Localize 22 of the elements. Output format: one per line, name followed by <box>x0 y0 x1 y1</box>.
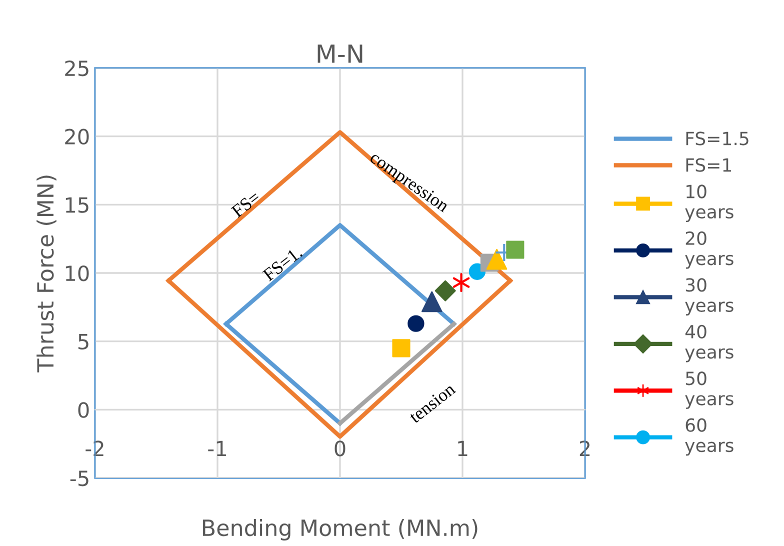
y-tick-label: 25 <box>65 60 88 76</box>
x-tick-label: -1 <box>208 440 226 456</box>
legend-label: FS=1 <box>686 158 732 172</box>
y-tick-label: 5 <box>78 334 88 350</box>
x-axis-title: Bending Moment (MN.m) <box>203 519 478 541</box>
legend-label: 40 years <box>685 324 734 362</box>
chart-title: M-N <box>318 44 362 63</box>
annotation: FS= <box>230 190 261 218</box>
y-tick-label: -5 <box>70 470 88 486</box>
y-tick-label: 10 <box>66 265 89 282</box>
legend-label: 20 years <box>685 231 734 269</box>
y-tick-label: 20 <box>65 128 89 145</box>
legend-label: 30 years <box>685 278 734 316</box>
legend-label: FS=1.5 <box>686 132 748 146</box>
legend-label: 50 years <box>685 372 734 409</box>
y-tick-label: 15 <box>66 197 88 213</box>
y-tick-label: 0 <box>78 402 89 418</box>
x-tick-label: 1 <box>458 440 468 456</box>
legend-label: 60 years <box>685 418 734 456</box>
legend-label: 10 years <box>685 184 734 222</box>
y-axis-title: Thrust Force (MN) <box>36 176 56 372</box>
x-tick-label: 0 <box>334 440 346 456</box>
